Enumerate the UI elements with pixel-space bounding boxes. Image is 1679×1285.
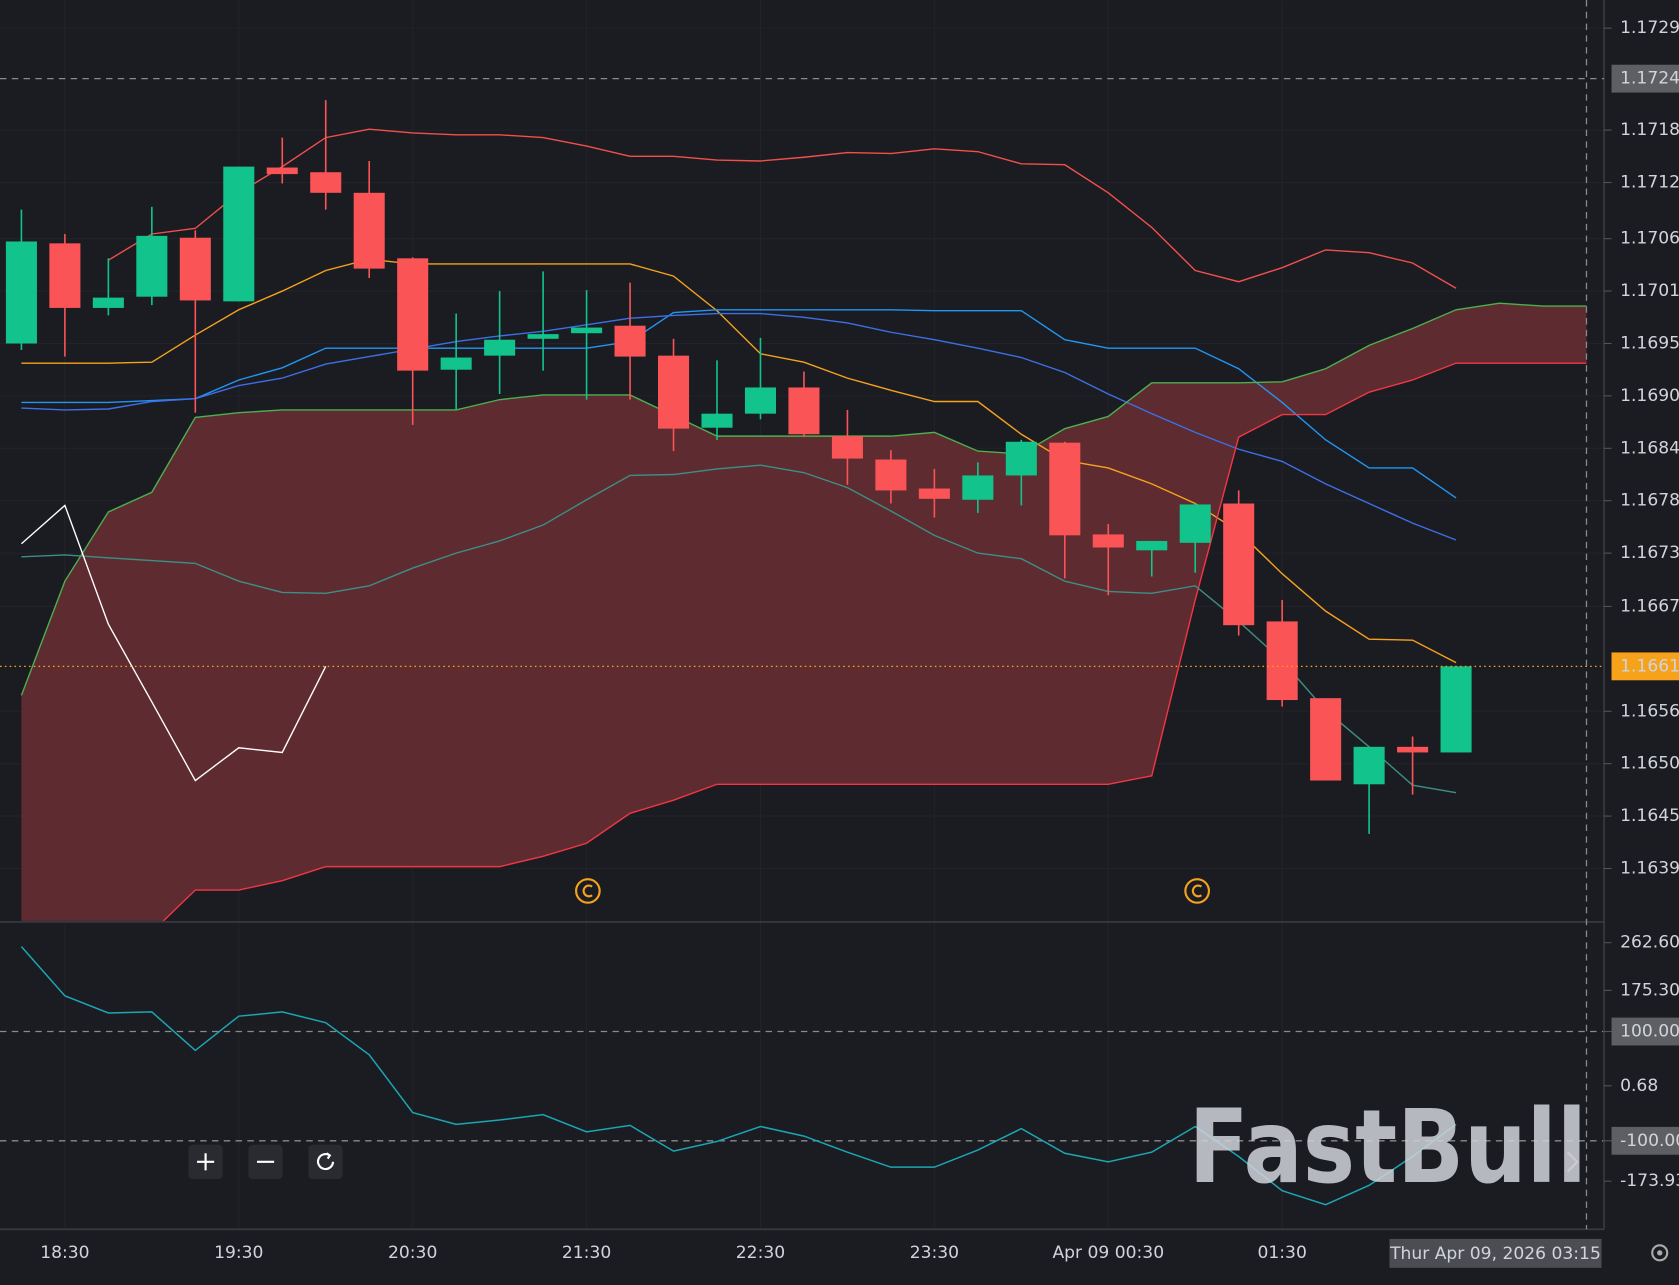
level-label-box: [1611, 1126, 1679, 1155]
candle-body: [179, 237, 211, 301]
y-tick-label: 1.16845: [1620, 438, 1679, 458]
y-tick-label: 1.16789: [1620, 491, 1679, 511]
candle-body: [788, 387, 820, 435]
crosshair-time-label: Thur Apr 09, 2026 03:15: [1389, 1244, 1601, 1264]
zoom-out-button[interactable]: [248, 1144, 283, 1179]
candle-body: [962, 475, 994, 500]
candle-body: [1397, 746, 1429, 753]
candle-body: [918, 488, 950, 499]
candle-body: [744, 387, 777, 414]
candle-body: [1353, 746, 1385, 785]
y-tick-label: 0.68: [1620, 1076, 1658, 1096]
candle-body: [223, 166, 255, 302]
y-tick-label: 1.16676: [1620, 596, 1679, 616]
candle-body: [1310, 698, 1342, 781]
x-tick-label: 23:30: [910, 1243, 959, 1263]
candle-body: [1179, 504, 1211, 543]
candle-body: [1092, 534, 1124, 548]
candle-body: [266, 167, 298, 175]
y-tick-label: -173.93: [1620, 1171, 1679, 1191]
y-tick-label: 1.16452: [1620, 806, 1679, 826]
candle-body: [1136, 540, 1168, 551]
cci-pane: [20, 946, 1457, 1206]
candle-body: [484, 339, 516, 356]
indicator-line: [108, 128, 1457, 289]
y-tick-label: 100.00: [1620, 1022, 1679, 1042]
y-tick-label: 1.17069: [1620, 229, 1679, 249]
candle-body: [353, 192, 385, 269]
y-tick-label: 1.16733: [1620, 543, 1679, 563]
x-tick-label: 22:30: [736, 1243, 785, 1263]
candle-body: [571, 327, 603, 334]
y-tick-label: 175.30: [1620, 980, 1679, 1000]
crosshair-price-box: [1611, 64, 1679, 93]
y-tick-label: 262.60: [1620, 933, 1679, 953]
scroll-right-button[interactable]: [1566, 1151, 1579, 1173]
watermark: FastBull: [1189, 1088, 1587, 1206]
y-tick-label: 1.16564: [1620, 701, 1679, 721]
candle-body: [875, 459, 907, 491]
x-tick-label: 19:30: [214, 1243, 263, 1263]
candle-body: [440, 357, 472, 370]
x-tick-label: 21:30: [562, 1243, 611, 1263]
y-tick-label: 1.16396: [1620, 858, 1679, 878]
candle-body: [49, 243, 81, 308]
last-price-box: [1611, 652, 1679, 681]
cloud: [21, 303, 1587, 921]
candle-body: [310, 172, 342, 193]
y-tick-label: -100.00: [1620, 1131, 1679, 1151]
candle-body: [701, 413, 733, 428]
indicator-line: [21, 312, 1457, 541]
y-tick-label: 1.17013: [1620, 281, 1679, 301]
cci-line: [20, 946, 1457, 1206]
price-pane: [5, 100, 1587, 921]
candle-body: [5, 241, 37, 344]
candle-body: [1440, 666, 1472, 753]
x-tick-label: Apr 09 00:30: [1052, 1243, 1164, 1263]
x-tick-label: 01:30: [1257, 1243, 1306, 1263]
candle-body: [136, 235, 168, 297]
candle-body: [527, 334, 559, 339]
candle-body: [397, 258, 429, 371]
candle-body: [1049, 442, 1081, 536]
settings-button[interactable]: [1651, 1244, 1669, 1262]
event-marker: [575, 878, 1210, 904]
x-tick-label: 18:30: [40, 1243, 89, 1263]
y-tick-label: 1.16508: [1620, 754, 1679, 774]
indicator-line: [21, 309, 1457, 499]
candle-body: [831, 436, 863, 459]
indicator-line: [20, 504, 327, 782]
y-tick-label: 1.17129: [1620, 173, 1679, 193]
candle-body: [1005, 441, 1037, 476]
candle-body: [1266, 621, 1298, 701]
candle-body: [92, 297, 124, 308]
x-tick-label: 20:30: [388, 1243, 437, 1263]
y-tick-label: 1.17294: [1620, 18, 1679, 38]
last-price-label: 1.16612: [1620, 656, 1679, 676]
crosshair-price-label: 1.17240: [1620, 69, 1679, 89]
crosshair-time-box: [1389, 1238, 1602, 1268]
level-label-box: [1611, 1017, 1679, 1046]
zoom-in-button[interactable]: [188, 1144, 223, 1179]
candle-body: [1223, 503, 1255, 626]
y-tick-label: 1.17185: [1620, 120, 1679, 140]
y-tick-label: 1.16957: [1620, 333, 1679, 353]
reset-button[interactable]: [308, 1144, 343, 1179]
candle-body: [658, 355, 690, 429]
indicator-line: [162, 362, 1587, 921]
indicator-line: [21, 464, 1457, 794]
candle-body: [614, 325, 646, 357]
